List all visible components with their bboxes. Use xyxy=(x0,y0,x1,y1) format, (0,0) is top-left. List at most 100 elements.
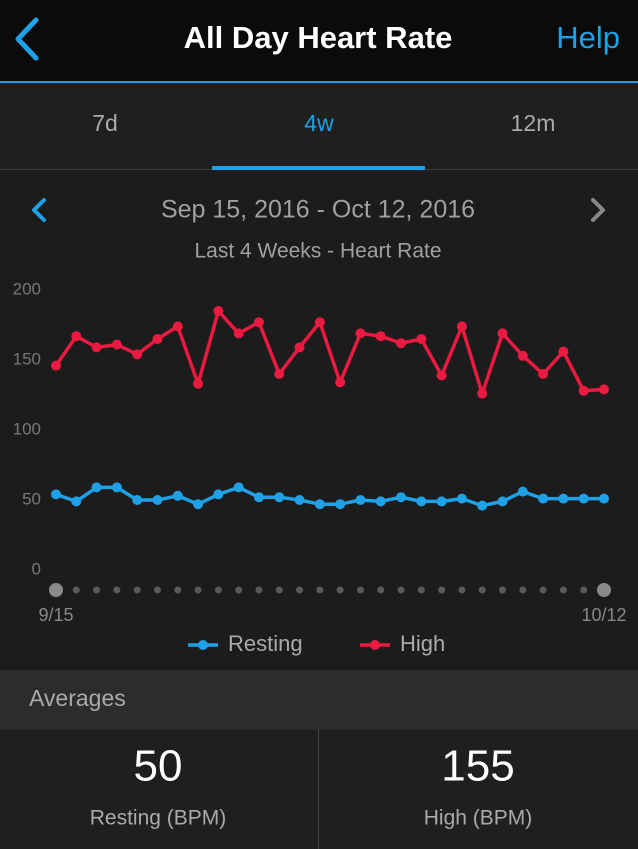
data-point xyxy=(294,342,305,353)
data-point xyxy=(132,349,143,360)
average-value: 155 xyxy=(441,742,514,791)
data-point xyxy=(497,328,508,339)
averages-title: Averages xyxy=(29,685,126,711)
data-point xyxy=(477,388,488,399)
data-point xyxy=(314,499,325,510)
data-point xyxy=(91,482,102,493)
data-point xyxy=(456,321,467,332)
back-button[interactable] xyxy=(15,17,39,61)
data-point xyxy=(538,493,549,504)
prev-button[interactable] xyxy=(32,198,46,222)
data-point xyxy=(578,493,589,504)
data-point xyxy=(558,346,569,357)
data-point xyxy=(538,369,549,379)
x-axis-dot xyxy=(397,586,405,594)
data-point xyxy=(558,493,569,504)
x-axis-dot xyxy=(539,586,547,594)
data-point xyxy=(396,492,407,503)
data-point xyxy=(91,342,102,353)
y-tick-label: 100 xyxy=(13,419,41,438)
data-point xyxy=(152,334,163,344)
header-title: All Day Heart Rate xyxy=(184,20,453,55)
tab[interactable]: 7d xyxy=(92,110,118,136)
data-point xyxy=(517,486,528,497)
averages-bar xyxy=(0,670,638,730)
x-tick-label: 10/12 xyxy=(581,605,626,625)
data-point xyxy=(193,499,204,510)
data-point xyxy=(51,489,61,500)
averages-divider xyxy=(318,730,319,849)
data-point xyxy=(71,496,82,507)
data-point xyxy=(477,500,488,511)
x-axis-dot xyxy=(214,586,222,594)
next-button[interactable] xyxy=(591,198,605,222)
x-axis-dot xyxy=(255,586,263,594)
data-point xyxy=(416,334,427,344)
series-line xyxy=(55,485,604,508)
data-point xyxy=(396,338,407,349)
data-point xyxy=(213,306,224,316)
data-point xyxy=(497,496,508,507)
data-point xyxy=(111,339,122,350)
x-axis-dot xyxy=(174,586,182,594)
data-point xyxy=(233,328,244,339)
data-point xyxy=(375,496,386,507)
data-point xyxy=(416,496,427,507)
x-axis-dot xyxy=(438,586,446,594)
data-point xyxy=(274,369,285,379)
average-label: High (BPM) xyxy=(424,807,533,830)
header-line xyxy=(0,81,638,83)
x-axis-dot xyxy=(316,586,324,594)
data-point xyxy=(111,482,122,493)
data-point xyxy=(335,499,346,510)
x-axis-dot xyxy=(519,586,527,594)
tab[interactable]: 12m xyxy=(511,110,556,136)
x-axis-dot xyxy=(356,586,364,594)
x-axis-dot xyxy=(336,586,344,594)
x-axis-dot xyxy=(275,586,283,594)
legend-dot xyxy=(370,640,380,650)
tab-bar xyxy=(0,83,638,170)
x-axis-dot xyxy=(499,586,507,594)
x-axis-dot xyxy=(49,583,63,597)
data-point xyxy=(152,495,163,505)
x-axis-dot xyxy=(559,586,567,594)
data-point xyxy=(599,493,609,504)
help-button[interactable]: Help xyxy=(556,20,620,55)
x-axis-dot xyxy=(194,586,202,594)
data-point xyxy=(274,492,285,503)
x-axis-dot xyxy=(72,586,80,594)
chart: 0 50 100 150 200 9/15 10/12 Resting High xyxy=(13,279,627,655)
data-point xyxy=(51,360,61,371)
header-bar xyxy=(0,0,638,82)
data-point xyxy=(253,317,264,328)
tab-active[interactable]: 4w xyxy=(304,110,334,136)
x-axis-dot xyxy=(580,586,588,594)
x-axis-dot xyxy=(235,586,243,594)
y-tick-label: 150 xyxy=(13,349,41,368)
data-point xyxy=(599,384,609,395)
data-point xyxy=(71,331,82,342)
average-value: 50 xyxy=(134,742,183,791)
data-point xyxy=(456,493,467,504)
data-point xyxy=(517,350,528,361)
data-point xyxy=(436,370,447,381)
x-axis-dot xyxy=(113,586,121,594)
x-axis-dot xyxy=(296,586,304,594)
data-point xyxy=(375,331,386,342)
y-tick-label: 200 xyxy=(13,279,41,298)
data-point xyxy=(233,482,244,493)
tab-indicator xyxy=(212,166,425,170)
x-tick-label: 9/15 xyxy=(38,605,73,625)
series-line xyxy=(54,309,605,396)
x-axis-dot xyxy=(478,586,486,594)
average-label: Resting (BPM) xyxy=(90,807,227,830)
data-point xyxy=(314,317,325,328)
y-tick-label: 0 xyxy=(32,559,41,578)
y-tick-label: 50 xyxy=(22,489,41,508)
data-point xyxy=(294,495,305,505)
data-point xyxy=(578,385,589,396)
x-axis-dot xyxy=(377,586,385,594)
data-point xyxy=(355,495,366,505)
